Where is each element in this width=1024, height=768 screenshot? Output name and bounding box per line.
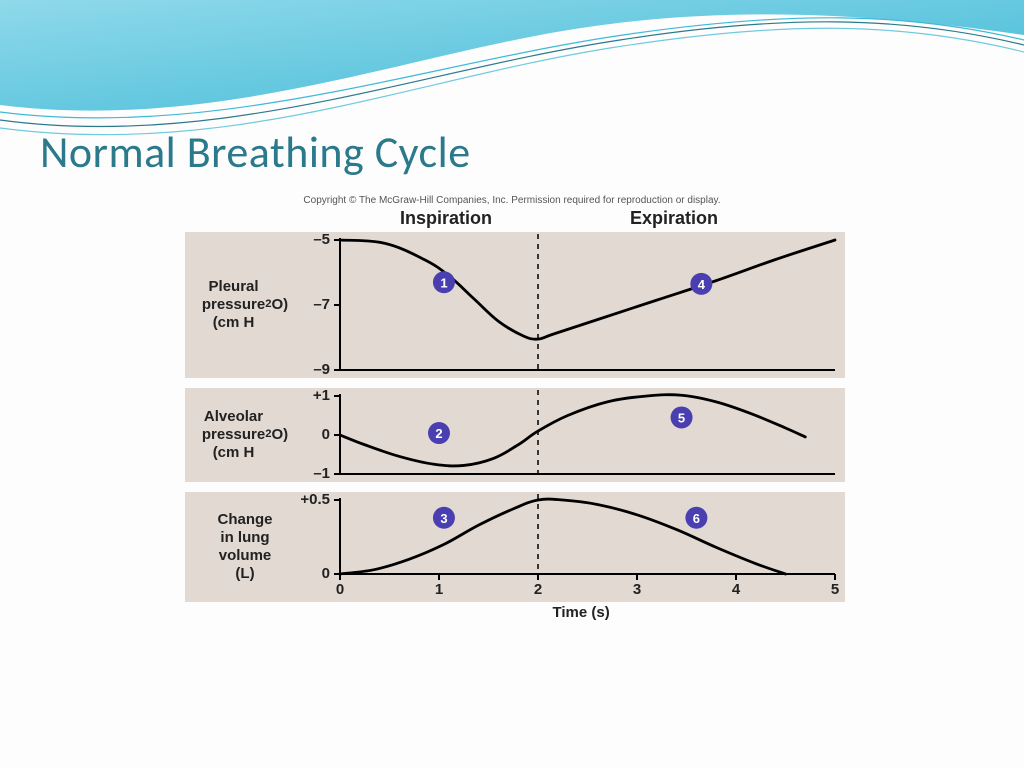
panel-alveolar-pressure: 25+10–1Alveolarpressure(cm H2O) (185, 388, 845, 482)
phase-expiration-label: Expiration (630, 208, 718, 229)
panel-ylabel: Changein lungvolume(L) (185, 492, 305, 602)
svg-text:4: 4 (698, 277, 706, 292)
panel-lung-volume: 36012345+0.50Changein lungvolume(L)Time … (185, 492, 845, 602)
svg-text:3: 3 (440, 511, 447, 526)
svg-text:1: 1 (435, 581, 443, 598)
svg-text:0: 0 (336, 581, 344, 598)
svg-text:5: 5 (831, 581, 839, 598)
xaxis-label: Time (s) (553, 604, 610, 621)
panel-ylabel: Pleuralpressure(cm H2O) (185, 232, 305, 378)
charts-container: 14–5–7–9Pleuralpressure(cm H2O) 25+10–1A… (185, 232, 845, 628)
svg-text:4: 4 (732, 581, 741, 598)
panel-ylabel: Alveolarpressure(cm H2O) (185, 388, 305, 482)
svg-text:1: 1 (440, 275, 447, 290)
svg-text:3: 3 (633, 581, 641, 598)
copyright-text: Copyright © The McGraw-Hill Companies, I… (0, 195, 1024, 206)
svg-text:2: 2 (435, 426, 442, 441)
svg-text:6: 6 (693, 511, 700, 526)
svg-text:5: 5 (678, 410, 685, 425)
slide-title: Normal Breathing Cycle (40, 125, 471, 179)
panel-pleural-pressure: 14–5–7–9Pleuralpressure(cm H2O) (185, 232, 845, 378)
svg-text:2: 2 (534, 581, 542, 598)
phase-inspiration-label: Inspiration (400, 208, 492, 229)
